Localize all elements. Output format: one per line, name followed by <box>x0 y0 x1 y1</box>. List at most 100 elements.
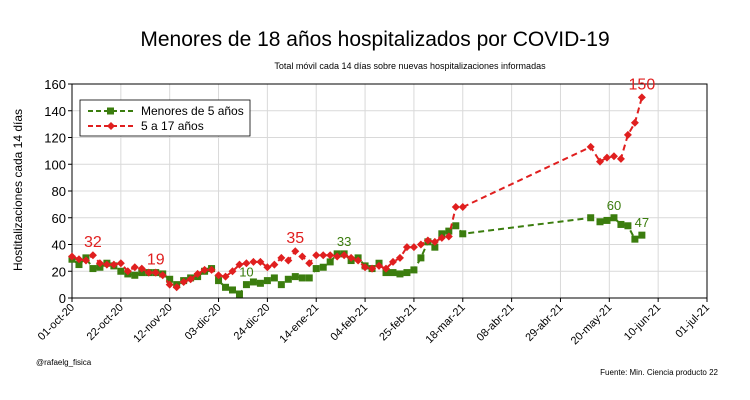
series-1-point-40 <box>347 253 356 262</box>
series-1-point-48 <box>402 243 411 252</box>
series-1-point-23 <box>228 267 237 276</box>
series-0-point-47 <box>396 270 404 278</box>
series-1-point-6 <box>109 260 118 269</box>
legend-label-2: 5 a 17 años <box>141 119 204 133</box>
series-1-point-49 <box>409 243 418 252</box>
series-1-point-26 <box>249 257 258 266</box>
y-tick-label-4: 80 <box>52 184 66 199</box>
series-0-point-27 <box>256 279 264 287</box>
y-tick-label-2: 40 <box>52 238 66 253</box>
series-0-point-10 <box>138 269 146 277</box>
annotation-0: 32 <box>84 234 102 251</box>
y-tick-label-6: 120 <box>44 131 66 146</box>
x-tick-label-8: 18-mar-21 <box>424 302 468 346</box>
series-0-point-26 <box>249 278 257 286</box>
x-tick-label-11: 20-may-21 <box>569 302 615 348</box>
x-tick-label-5: 14-ene-21 <box>277 302 321 346</box>
series-1-point-38 <box>333 252 342 261</box>
series-1-point-0 <box>68 252 76 261</box>
series-0-point-14 <box>166 275 174 283</box>
series-0-point-62 <box>624 222 632 230</box>
y-tick-label-3: 60 <box>52 211 66 226</box>
plot-frame <box>71 83 708 299</box>
series-1-point-3 <box>88 251 97 260</box>
series-1-point-36 <box>319 251 328 260</box>
series-0-point-7 <box>117 267 125 275</box>
y-tick-label-7: 140 <box>44 104 66 119</box>
series-1-point-20 <box>207 265 216 274</box>
series-1-point-64 <box>637 93 646 102</box>
series-1-point-30 <box>277 253 286 262</box>
x-tick-label-12: 10-jun-21 <box>622 302 663 343</box>
series-1-point-59 <box>602 153 611 162</box>
series-0-point-59 <box>603 216 611 224</box>
series-0-point-57 <box>587 214 595 222</box>
series-1-point-58 <box>596 157 605 166</box>
series-0-point-52 <box>431 243 439 251</box>
series-1-point-44 <box>375 261 384 270</box>
series-1-point-32 <box>291 247 300 256</box>
series-1-point-27 <box>256 257 265 266</box>
series-1-point-9 <box>130 263 139 272</box>
series-0-point-22 <box>222 283 230 291</box>
series-1-point-42 <box>361 263 370 272</box>
series-1-point-14 <box>165 280 174 289</box>
series-0-point-56 <box>459 230 467 238</box>
series-1-point-41 <box>354 256 363 265</box>
series-1-point-56 <box>458 203 467 212</box>
annotation-2: 10 <box>239 265 253 280</box>
x-tick-label-9: 08-abr-21 <box>475 302 517 344</box>
series-0-point-60 <box>610 214 618 222</box>
series-1-point-37 <box>326 251 335 260</box>
series-0-point-48 <box>403 269 411 277</box>
annotation-4: 33 <box>337 234 351 249</box>
x-tick-label-13: 01-jul-21 <box>673 302 712 341</box>
series-1-point-46 <box>388 257 397 266</box>
series-1-point-62 <box>623 130 632 139</box>
series-1-point-1 <box>74 255 83 264</box>
legend-marker-2 <box>107 122 115 130</box>
chart-title: Menores de 18 años hospitalizados por CO… <box>140 28 610 51</box>
series-1-point-11 <box>144 268 153 277</box>
series-0-point-32 <box>291 273 299 281</box>
series-1-point-33 <box>298 252 307 261</box>
series-0-point-3 <box>89 265 97 273</box>
series-1-point-39 <box>340 251 349 260</box>
series-1-point-8 <box>123 267 132 276</box>
y-tick-label-5: 100 <box>44 157 66 172</box>
series-0-point-31 <box>284 275 292 283</box>
series-1-point-13 <box>158 271 167 280</box>
series-1-point-43 <box>368 264 377 273</box>
series-1-point-61 <box>616 154 625 163</box>
series-0-point-9 <box>131 271 139 279</box>
series-1-point-45 <box>382 264 391 273</box>
series-1-point-55 <box>451 203 460 212</box>
series-1-point-24 <box>235 260 244 269</box>
series <box>68 93 646 298</box>
series-1-point-35 <box>312 251 321 260</box>
y-tick-label-8: 160 <box>44 77 66 92</box>
series-1-point-15 <box>172 283 181 292</box>
series-0-point-36 <box>319 263 327 271</box>
series-1-point-34 <box>305 259 314 268</box>
series-0-point-45 <box>382 269 390 277</box>
x-tick-label-4: 24-dic-20 <box>232 302 273 343</box>
series-1-point-17 <box>186 275 195 284</box>
x-tick-label-0: 01-oct-20 <box>36 302 77 343</box>
series-0-point-33 <box>298 274 306 282</box>
series-0-point-4 <box>96 263 104 271</box>
series-1-point-19 <box>200 265 209 274</box>
series-0-point-23 <box>228 286 236 294</box>
series-0-point-37 <box>326 258 334 266</box>
series-1-point-52 <box>430 237 439 246</box>
annotation-7: 47 <box>635 215 649 230</box>
series-0-point-50 <box>417 254 425 262</box>
series-0-point-63 <box>631 235 639 243</box>
annotations: 32 19 10 35 33 150 60 47 <box>84 76 655 279</box>
legend: Menores de 5 años 5 a 17 años <box>79 99 251 137</box>
series-0-point-35 <box>312 265 320 273</box>
series-0-point-46 <box>389 269 397 277</box>
x-tick-label-3: 03-dic-20 <box>183 302 224 343</box>
series-0-point-28 <box>263 277 271 285</box>
